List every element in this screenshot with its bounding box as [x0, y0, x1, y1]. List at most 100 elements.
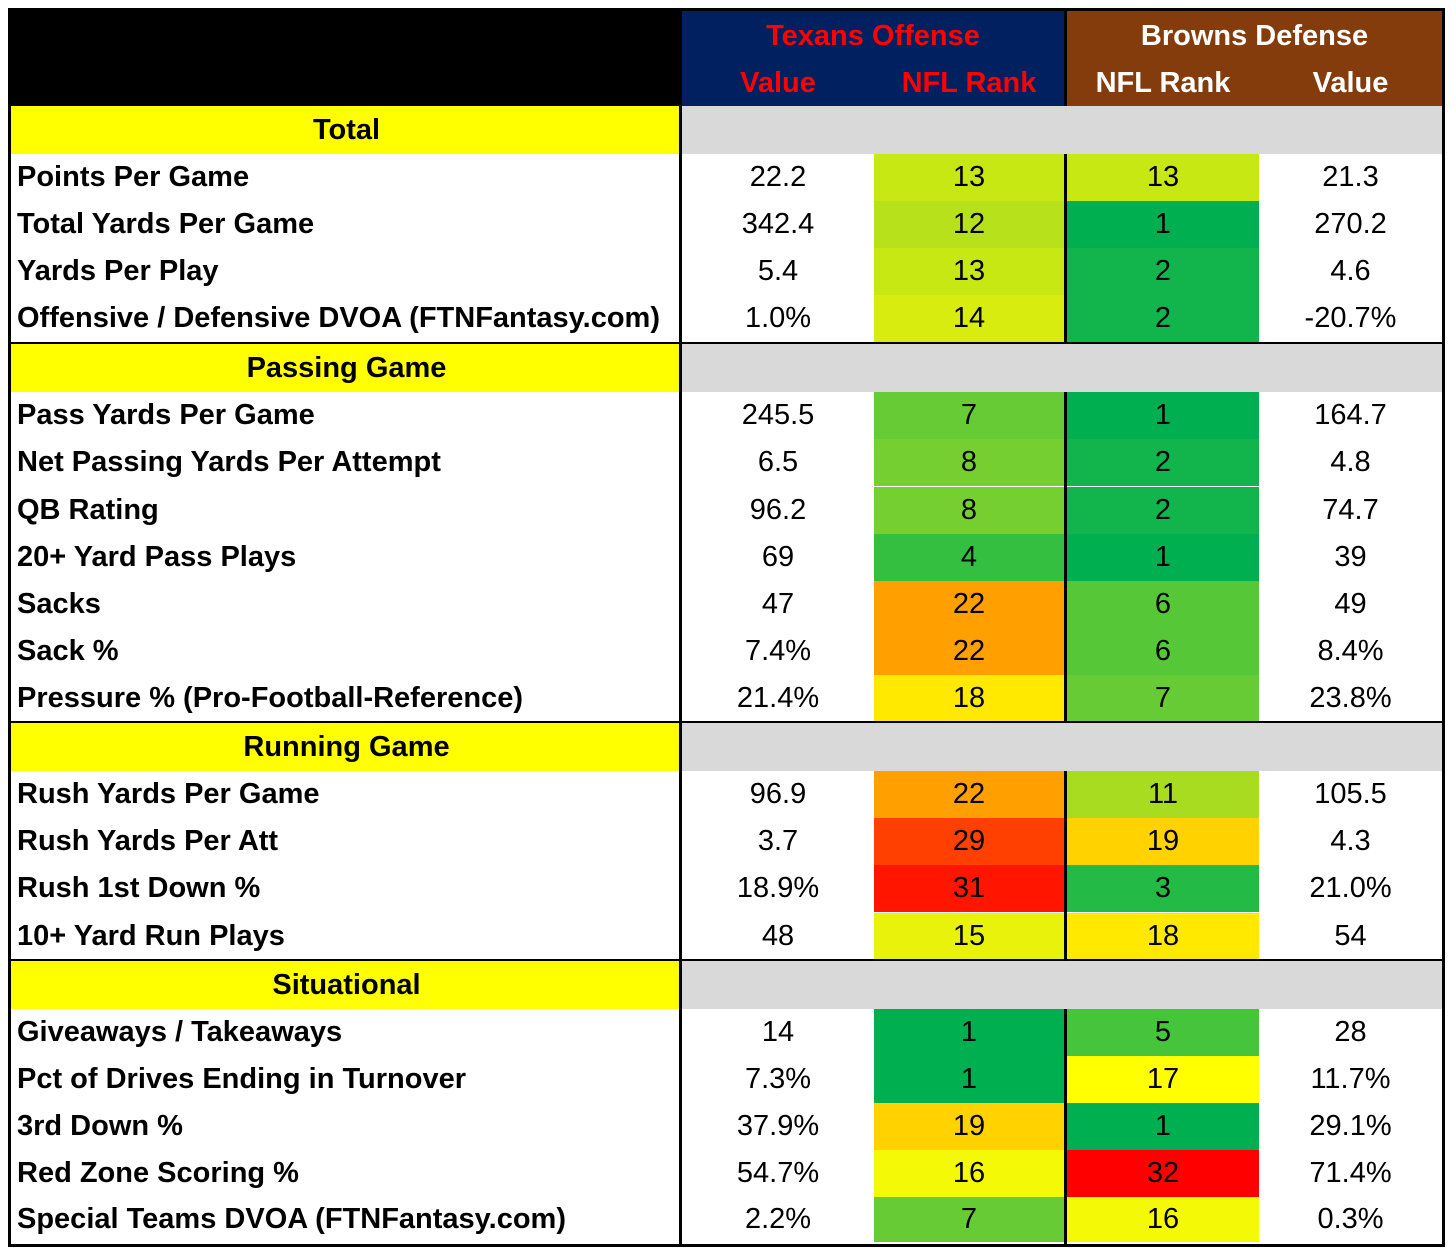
browns-value: 29.1%: [1309, 1110, 1392, 1142]
metric-label: Giveaways / Takeaways: [17, 1016, 343, 1048]
texans-rank: 31: [874, 865, 1064, 912]
browns-value: 4.3: [1330, 825, 1371, 857]
texans-rank-header: NFL Rank: [901, 66, 1037, 99]
metric-label: Sack %: [17, 635, 119, 667]
texans-value: 96.9: [749, 778, 807, 810]
texans-value: 48: [761, 920, 795, 952]
texans-rank: 7: [874, 392, 1064, 439]
metric-label: Special Teams DVOA (FTNFantasy.com): [17, 1203, 566, 1235]
metric-label: Points Per Game: [17, 161, 250, 193]
section-divider: [11, 959, 1442, 962]
browns-value: 28: [1334, 1016, 1367, 1048]
metric-label: 10+ Yard Run Plays: [17, 920, 285, 952]
browns-value: 54: [1334, 920, 1367, 952]
browns-rank: 1: [1067, 392, 1259, 439]
comparison-table: Texans Offense Browns Defense Value NFL …: [8, 8, 1445, 1247]
texans-value: 18.9%: [736, 872, 820, 904]
texans-rank: 22: [874, 581, 1064, 628]
metric-label: Pressure % (Pro-Football-Reference): [17, 682, 524, 714]
browns-rank: 6: [1067, 581, 1259, 628]
browns-title: Browns Defense: [1140, 19, 1369, 52]
metric-label: Rush Yards Per Att: [17, 825, 279, 857]
texans-value: 54.7%: [736, 1157, 820, 1189]
metric-label: Total Yards Per Game: [17, 208, 315, 240]
texans-value: 47: [761, 588, 795, 620]
metric-label: 3rd Down %: [17, 1110, 183, 1142]
texans-title: Texans Offense: [766, 19, 980, 52]
browns-value: 23.8%: [1309, 682, 1392, 714]
texans-value: 1.0%: [744, 302, 812, 334]
browns-header: [1067, 11, 1442, 106]
section-fill: [682, 344, 1442, 392]
browns-rank: 2: [1067, 487, 1259, 534]
browns-rank: 32: [1067, 1150, 1259, 1197]
browns-rank: 1: [1067, 534, 1259, 581]
column-divider: [1064, 1009, 1067, 1244]
browns-value: 4.6: [1330, 255, 1371, 287]
browns-rank: 11: [1067, 771, 1259, 818]
column-divider: [679, 961, 682, 1244]
texans-value: 7.4%: [744, 635, 812, 667]
browns-rank-header: NFL Rank: [1095, 66, 1231, 99]
browns-value: 21.3: [1322, 161, 1379, 193]
texans-value: 245.5: [741, 399, 815, 431]
browns-rank: 2: [1067, 295, 1259, 342]
section-title: Situational: [11, 961, 682, 1009]
texans-rank: 1: [874, 1009, 1064, 1056]
column-divider: [1064, 154, 1067, 342]
texans-value: 6.5: [757, 446, 799, 478]
column-divider: [1064, 771, 1067, 959]
column-divider: [679, 723, 682, 959]
column-divider: [1064, 11, 1067, 106]
metric-label: Pass Yards Per Game: [17, 399, 315, 431]
browns-value: 11.7%: [1310, 1063, 1391, 1095]
section-divider: [11, 342, 1442, 345]
metric-label: Red Zone Scoring %: [17, 1157, 299, 1189]
column-divider: [679, 344, 682, 721]
metric-label: Rush 1st Down %: [17, 872, 261, 904]
metric-label: QB Rating: [17, 494, 159, 526]
browns-value: 71.4%: [1309, 1157, 1392, 1189]
browns-value: -20.7%: [1304, 302, 1397, 334]
section-title: Running Game: [11, 723, 682, 771]
texans-rank: 14: [874, 295, 1064, 342]
texans-rank: 22: [874, 628, 1064, 675]
texans-rank: 18: [874, 675, 1064, 722]
texans-value: 5.4: [757, 255, 799, 287]
texans-rank: 29: [874, 818, 1064, 865]
metric-label: Rush Yards Per Game: [17, 778, 320, 810]
texans-value: 7.3%: [744, 1063, 812, 1095]
metric-label: Net Passing Yards Per Attempt: [17, 446, 441, 478]
metric-label: Offensive / Defensive DVOA (FTNFantasy.c…: [17, 302, 660, 334]
texans-rank: 1: [874, 1056, 1064, 1103]
browns-rank: 3: [1067, 865, 1259, 912]
browns-value: 270.2: [1314, 208, 1387, 240]
section-fill: [682, 106, 1442, 154]
header-blank: [11, 11, 682, 106]
texans-value: 22.2: [749, 161, 807, 193]
texans-value: 37.9%: [736, 1110, 820, 1142]
texans-rank: 7: [874, 1197, 1064, 1242]
metric-label: Pct of Drives Ending in Turnover: [17, 1063, 467, 1095]
texans-value: 96.2: [749, 494, 807, 526]
browns-value: 21.0%: [1309, 872, 1392, 904]
browns-rank: 2: [1067, 248, 1259, 295]
browns-rank: 6: [1067, 628, 1259, 675]
browns-rank: 19: [1067, 818, 1259, 865]
texans-value-header: Value: [740, 66, 816, 99]
browns-value: 49: [1334, 588, 1367, 620]
texans-value: 69: [761, 541, 795, 573]
section-title: Total: [11, 106, 682, 154]
texans-value: 21.4%: [736, 682, 820, 714]
column-divider: [679, 11, 682, 106]
column-divider: [1064, 392, 1067, 721]
metric-label: Yards Per Play: [17, 255, 219, 287]
browns-rank: 5: [1067, 1009, 1259, 1056]
texans-rank: 13: [874, 154, 1064, 201]
texans-rank: 12: [874, 201, 1064, 248]
texans-value: 3.7: [757, 825, 799, 857]
column-divider: [679, 106, 682, 342]
texans-value: 2.2%: [744, 1203, 812, 1235]
metric-label: 20+ Yard Pass Plays: [17, 541, 297, 573]
browns-value: 105.5: [1314, 778, 1387, 810]
